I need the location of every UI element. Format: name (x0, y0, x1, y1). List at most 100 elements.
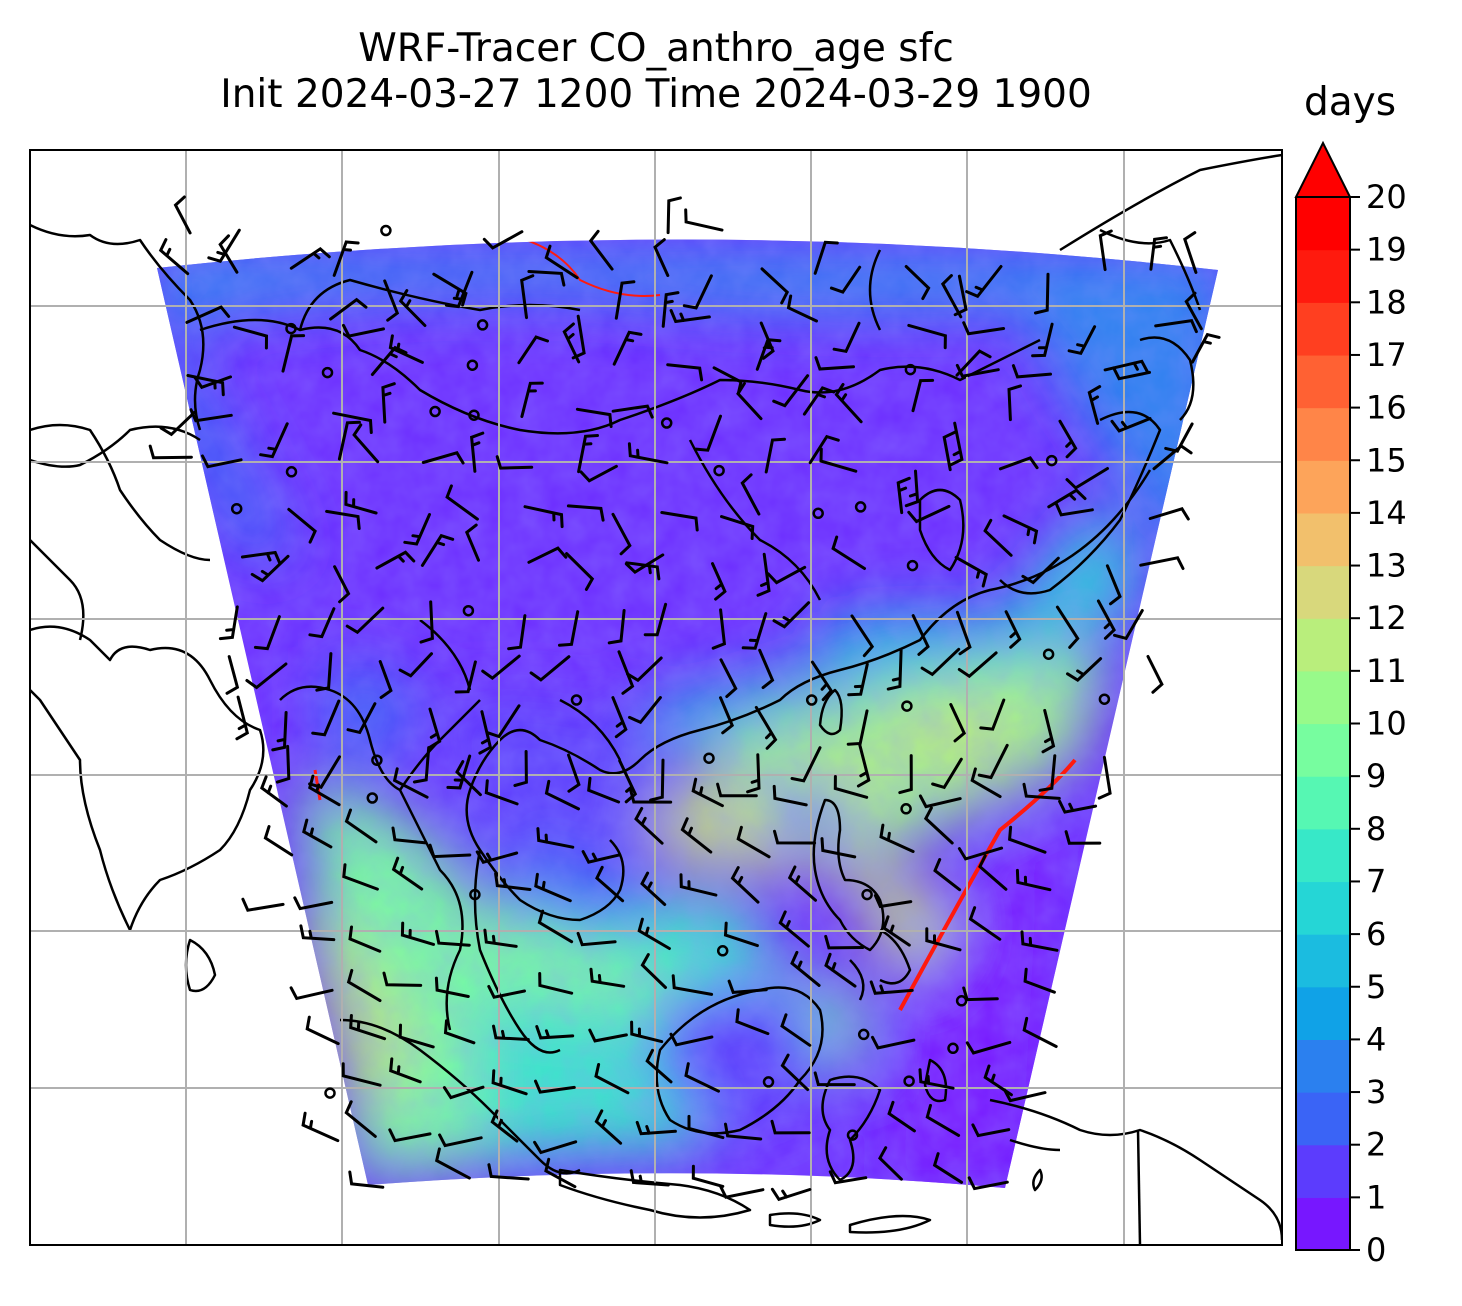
wind-barb (491, 1069, 528, 1096)
wind-barb (250, 554, 290, 583)
wind-barb (1054, 502, 1094, 517)
title-line-1: WRF-Tracer CO_anthro_age sfc (358, 26, 954, 71)
calm-wind-marker (900, 803, 912, 815)
wind-barb (611, 696, 628, 739)
wind-barb (535, 1025, 575, 1040)
wind-barb (378, 660, 393, 699)
wind-barb (719, 1185, 765, 1199)
wind-barb (562, 322, 581, 364)
wind-barb (259, 422, 289, 459)
wind-barb (483, 928, 518, 948)
wind-barb (1003, 1088, 1047, 1103)
wind-barb (643, 602, 668, 637)
wind-barb (344, 808, 378, 844)
wind-barb (454, 660, 477, 694)
wind-barb (790, 746, 822, 783)
wind-barb (614, 280, 636, 320)
wind-barb (802, 386, 836, 416)
wind-barb (523, 505, 564, 529)
wind-barb (293, 896, 334, 911)
wind-barb (388, 334, 424, 364)
wind-barb (904, 265, 931, 300)
calm-wind-marker (812, 507, 824, 520)
colorbar-tick-label: 20 (1366, 178, 1407, 216)
wind-barb (207, 228, 241, 263)
wind-barb (627, 442, 669, 465)
calm-wind-marker (854, 501, 867, 513)
wind-barb (544, 1157, 577, 1189)
colorbar-unit-label: days (1304, 80, 1397, 125)
wind-barb (240, 550, 282, 565)
colorbar-segment (1296, 249, 1350, 303)
wind-barb (808, 434, 840, 465)
wind-barb (756, 552, 771, 597)
wind-barb (325, 509, 361, 530)
colorbar-tick-label: 18 (1366, 283, 1407, 321)
wind-barb (534, 872, 572, 903)
calm-wind-marker (230, 502, 243, 515)
wind-barb (389, 1057, 422, 1084)
colorbar-segment (1296, 1197, 1350, 1251)
wind-barb (346, 968, 382, 1003)
calm-wind-marker (462, 604, 475, 617)
wind-barb (398, 1023, 435, 1049)
wind-barb (925, 1103, 961, 1137)
wind-barb (933, 858, 962, 892)
wind-barb (640, 871, 667, 906)
wind-barb (337, 420, 361, 461)
wind-barb (931, 757, 963, 790)
wind-barb (628, 696, 662, 725)
wind-barb (832, 321, 861, 353)
wind-barb (428, 843, 472, 859)
wind-barb (1096, 599, 1116, 640)
wind-barb (1020, 930, 1059, 952)
wind-barb (544, 244, 579, 280)
wind-barb (736, 825, 771, 859)
wind-barb (955, 349, 992, 377)
wind-barb (671, 974, 714, 996)
calm-wind-marker (660, 417, 673, 429)
wind-barb (669, 1032, 714, 1047)
wind-barb (520, 274, 535, 320)
wind-barb (391, 826, 428, 845)
wind-barb (388, 1128, 432, 1143)
wind-barb (225, 655, 240, 695)
wind-barb (607, 609, 626, 645)
colorbar-tick-label: 13 (1366, 547, 1407, 585)
wind-barb (344, 1100, 377, 1138)
wind-barb (649, 758, 665, 802)
wind-barb (558, 610, 580, 647)
wind-barb (925, 927, 962, 952)
wind-barb (965, 265, 1003, 299)
wind-barb (534, 1079, 576, 1094)
wind-barb (624, 553, 665, 574)
wind-barb (810, 660, 834, 702)
wind-barb (1041, 708, 1056, 754)
wind-barb (904, 469, 920, 508)
wind-barb (813, 1071, 856, 1087)
wind-barb (1034, 272, 1050, 315)
wind-barb (185, 305, 231, 324)
wind-barb (445, 484, 479, 521)
wind-barb (271, 711, 288, 752)
wind-barb (587, 776, 621, 804)
wind-barb (758, 648, 775, 690)
wind-barb (308, 755, 341, 789)
wind-barb (341, 1062, 382, 1087)
wind-barb (263, 825, 294, 857)
wind-barb (611, 404, 654, 419)
colorbar-segment (1296, 407, 1350, 461)
wind-barb (780, 1053, 810, 1092)
colorbar-tick-label: 8 (1366, 810, 1386, 848)
wind-barb (716, 782, 758, 798)
wind-barb (1022, 782, 1061, 800)
wind-barb (579, 464, 618, 483)
wind-barb (760, 267, 790, 305)
colorbar-tick-label: 9 (1366, 757, 1386, 795)
wind-barb (1002, 514, 1039, 545)
wind-barb (507, 614, 527, 651)
colorbar-tick-label: 1 (1366, 1178, 1386, 1216)
wind-barb (420, 533, 455, 567)
wind-barb (464, 523, 480, 562)
